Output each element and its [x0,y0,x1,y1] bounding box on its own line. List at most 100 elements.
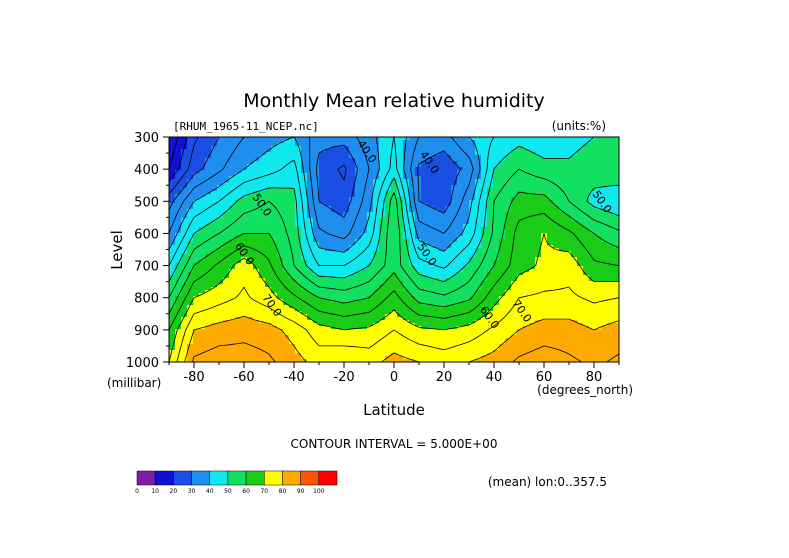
contour-cell [235,191,242,195]
contour-cell [241,146,248,150]
contour-cell [319,230,326,234]
contour-cell [205,188,212,192]
contour-cell [601,269,608,273]
contour-cell [487,146,494,150]
contour-cell [595,212,602,216]
contour-cell [415,281,422,285]
contour-cell [607,236,614,240]
contour-cell [199,188,206,192]
contour-cell [607,233,614,237]
contour-cell [403,185,410,189]
contour-cell [307,194,314,198]
contour-cell [439,323,446,327]
contour-cell [235,269,242,273]
contour-cell [577,212,584,216]
contour-cell [313,290,320,294]
contour-cell [403,293,410,297]
contour-cell [283,305,290,309]
contour-cell [349,284,356,288]
contour-cell [409,317,416,321]
contour-cell [391,218,398,222]
contour-cell [457,287,464,291]
contour-cell [301,191,308,195]
contour-cell [523,218,530,222]
contour-cell [523,236,530,240]
contour-cell [421,182,428,186]
contour-cell [241,140,248,144]
contour-cell [457,275,464,279]
contour-cell [313,176,320,180]
contour-cell [541,251,548,255]
contour-cell [481,236,488,240]
contour-cell [223,170,230,174]
contour-cell [181,293,188,297]
contour-cell [391,281,398,285]
contour-cell [421,332,428,336]
contour-cell [565,257,572,261]
contour-cell [307,332,314,336]
contour-cell [223,290,230,294]
contour-cell [229,206,236,210]
contour-cell [325,167,332,171]
contour-cell [571,161,578,165]
contour-cell [451,251,458,255]
contour-cell [499,287,506,291]
contour-cell [331,173,338,177]
contour-cell [613,179,619,183]
contour-cell [319,152,326,156]
contour-cell [337,194,344,198]
contour-cell [577,311,584,315]
contour-cell [409,266,416,270]
contour-cell [271,278,278,282]
contour-cell [331,254,338,258]
contour-cell [481,230,488,234]
contour-cell [595,158,602,162]
contour-cell [295,290,302,294]
contour-cell [505,272,512,276]
contour-cell [517,155,524,159]
contour-cell [313,161,320,165]
contour-cell [475,140,482,144]
contour-cell [247,152,254,156]
contour-cell [589,245,596,249]
contour-cell [349,329,356,333]
contour-cell [277,209,284,213]
contour-cell [559,329,566,333]
contour-cell [373,272,380,276]
contour-cell [379,143,386,147]
contour-cell [337,200,344,204]
contour-cell [523,149,530,153]
contour-cell [367,296,374,300]
contour-cell [295,185,302,189]
contour-cell [175,155,182,159]
contour-cell [409,326,416,330]
contour-cell [541,320,548,324]
contour-cell [439,272,446,276]
contour-cell [427,152,434,156]
contour-cell [229,332,236,336]
contour-cell [463,197,470,201]
contour-cell [499,200,506,204]
contour-cell [253,194,260,198]
contour-cell [391,239,398,243]
contour-cell [553,203,560,207]
contour-cell [487,299,494,303]
contour-cell [343,158,350,162]
contour-cell [421,209,428,213]
contour-cell [613,233,619,237]
contour-cell [295,206,302,210]
contour-cell [541,302,548,306]
contour-cell [559,218,566,222]
contour-cell [523,203,530,207]
contour-cell [193,305,200,309]
contour-cell [325,137,332,141]
contour-cell [493,185,500,189]
contour-cell [571,302,578,306]
contour-cell [583,329,590,333]
contour-cell [181,206,188,210]
contour-cell [361,194,368,198]
contour-cell [397,284,404,288]
contour-cell [181,335,188,339]
contour-cell [211,302,218,306]
contour-cell [415,260,422,264]
